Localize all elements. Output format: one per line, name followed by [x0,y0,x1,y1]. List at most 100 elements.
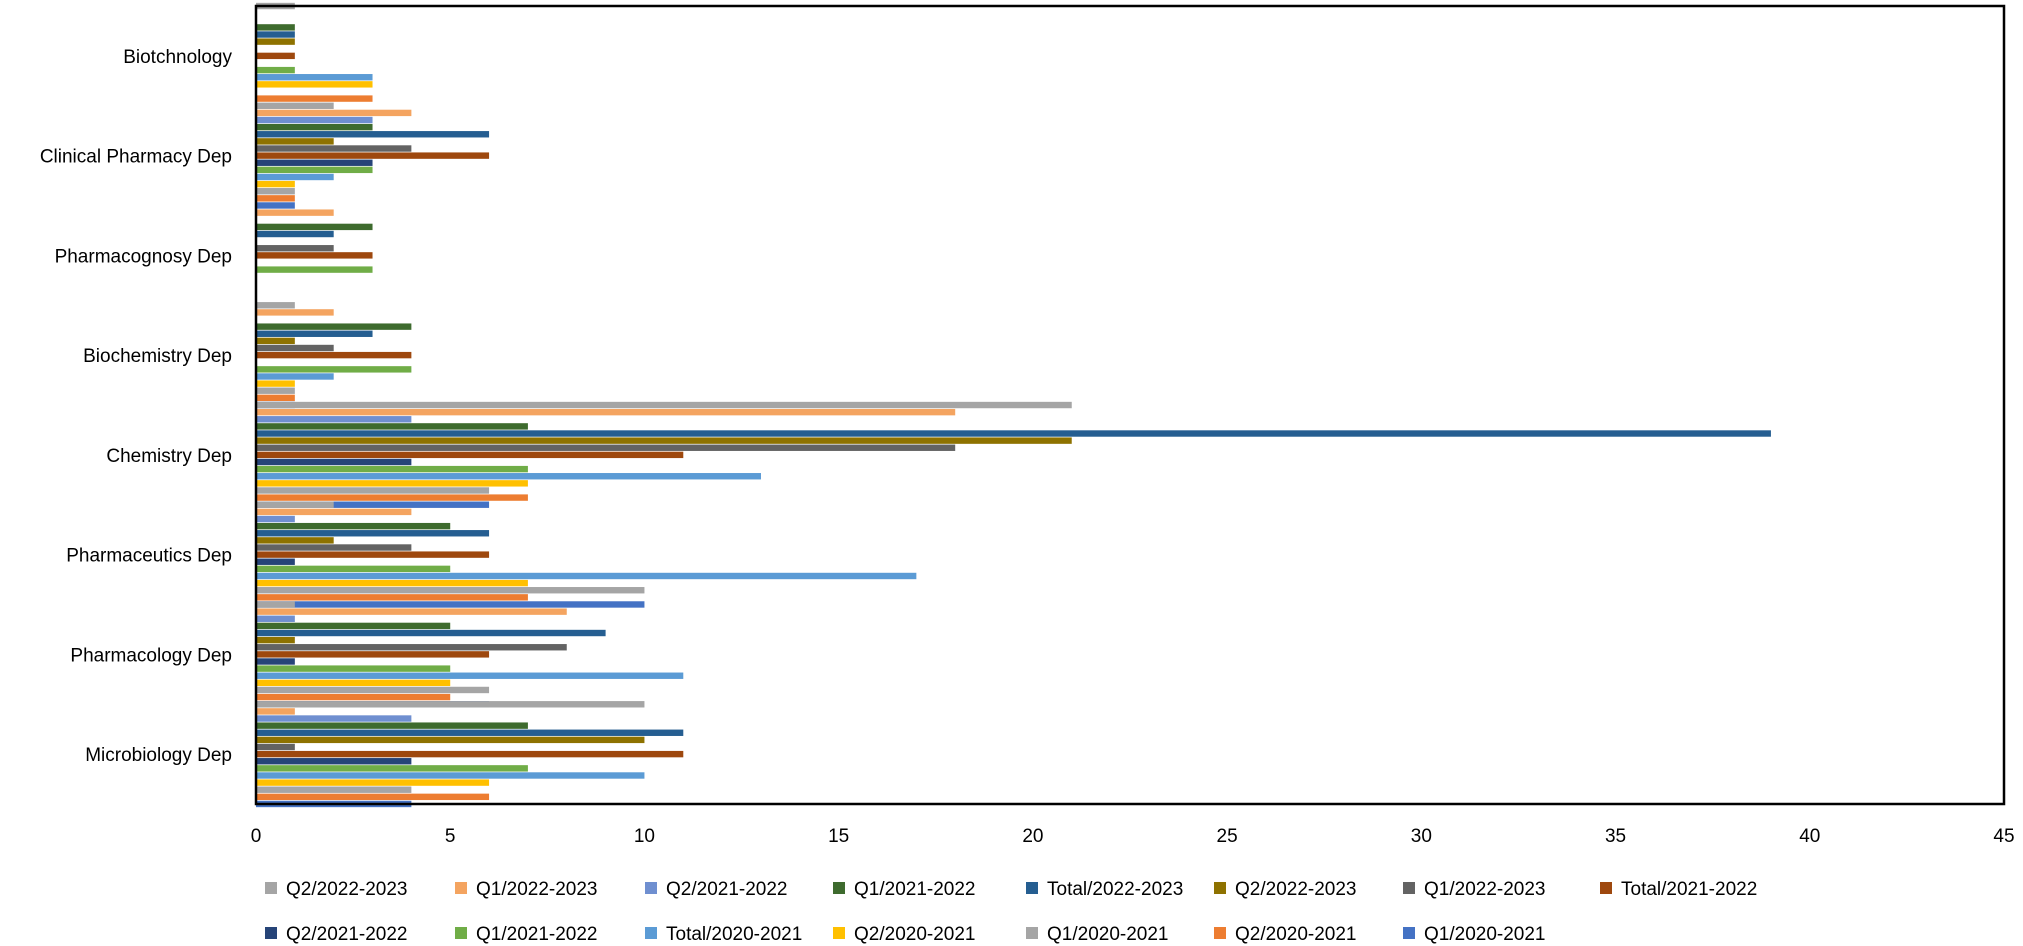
bar [256,786,412,793]
bar [256,444,956,451]
x-tick-label: 10 [634,826,655,847]
bar [256,24,295,31]
bar [256,38,295,45]
bar [256,544,412,551]
bar [256,373,334,380]
bar [256,230,334,238]
bar [256,750,684,758]
bar [256,658,295,665]
category-label: Biochemistry Dep [83,346,232,367]
bar [256,487,490,494]
legend-label: Q1/2020-2021 [1424,924,1546,945]
legend-label: Q1/2022-2023 [476,879,598,900]
legend-swatch [645,882,657,894]
bar [256,337,295,345]
bar [256,245,334,252]
category-label: Pharmacology Dep [70,645,232,666]
legend-label: Q2/2020-2021 [854,924,976,945]
bar [256,202,295,209]
legend-label: Total/2022-2023 [1047,879,1183,900]
legend-label: Total/2020-2021 [666,924,802,945]
bar [256,66,295,74]
bar [256,665,451,672]
bar [256,579,528,587]
bar [256,793,490,801]
bar [256,131,490,138]
bar [256,145,412,152]
bar [256,366,412,373]
category-label: Pharmacognosy Dep [55,246,232,267]
bar [256,615,295,622]
bar [256,209,334,216]
bar [256,302,295,309]
bar [256,629,606,637]
bar [256,722,528,729]
legend-swatch [265,882,277,894]
bar [256,387,295,394]
x-tick-label: 30 [1411,826,1432,847]
x-tick-label: 20 [1022,826,1043,847]
bar [256,501,490,508]
bar [256,408,956,416]
bar [256,693,451,701]
bar [256,458,412,466]
bar [256,351,412,359]
category-label: Biotchnology [123,47,232,68]
bar [256,31,295,38]
legend-label: Q2/2020-2021 [1235,924,1357,945]
bar [256,758,412,765]
bar [256,81,373,88]
bar [256,608,567,615]
bar [256,551,490,558]
bar [256,594,528,601]
axis-layer [254,4,2006,806]
bar [256,644,567,651]
legend-swatch [1214,927,1226,939]
bar [256,736,645,744]
legend-label: Q1/2022-2023 [1424,879,1546,900]
category-label: Clinical Pharmacy Dep [40,147,232,168]
bar [256,52,295,60]
bar [256,508,412,516]
bar [256,323,412,330]
category-label: Pharmaceutics Dep [66,546,232,567]
bar [256,765,528,772]
bar [256,672,684,679]
legend-label: Q2/2021-2022 [666,879,788,900]
bar [256,116,373,124]
bar [256,522,451,530]
bar [256,252,373,259]
bar [256,95,373,102]
bar [256,473,761,480]
bar [256,480,528,487]
x-tick-label: 5 [445,826,456,847]
x-tick-label: 40 [1799,826,1820,847]
bar [256,565,451,573]
bar [256,530,490,537]
bar [256,437,1072,444]
legend-swatch [1403,882,1415,894]
bar [256,166,373,174]
x-tick-label: 35 [1605,826,1626,847]
legend-label: Q2/2021-2022 [286,924,408,945]
bar [256,152,490,159]
category-label: Microbiology Dep [85,745,232,766]
bar [256,109,412,117]
bar [256,587,645,594]
bar [256,743,295,751]
legend-swatch [1403,927,1415,939]
bar [256,330,373,337]
bar [256,180,295,188]
bar [256,416,412,423]
bar [256,729,684,736]
bar [256,423,528,430]
bar [256,223,373,231]
bar [256,515,295,523]
plot-area-border [254,4,2006,806]
x-tick-label: 0 [251,826,262,847]
legend-swatch [833,927,845,939]
bar [256,138,334,145]
legend-label: Q1/2020-2021 [1047,924,1169,945]
bar [256,195,295,202]
